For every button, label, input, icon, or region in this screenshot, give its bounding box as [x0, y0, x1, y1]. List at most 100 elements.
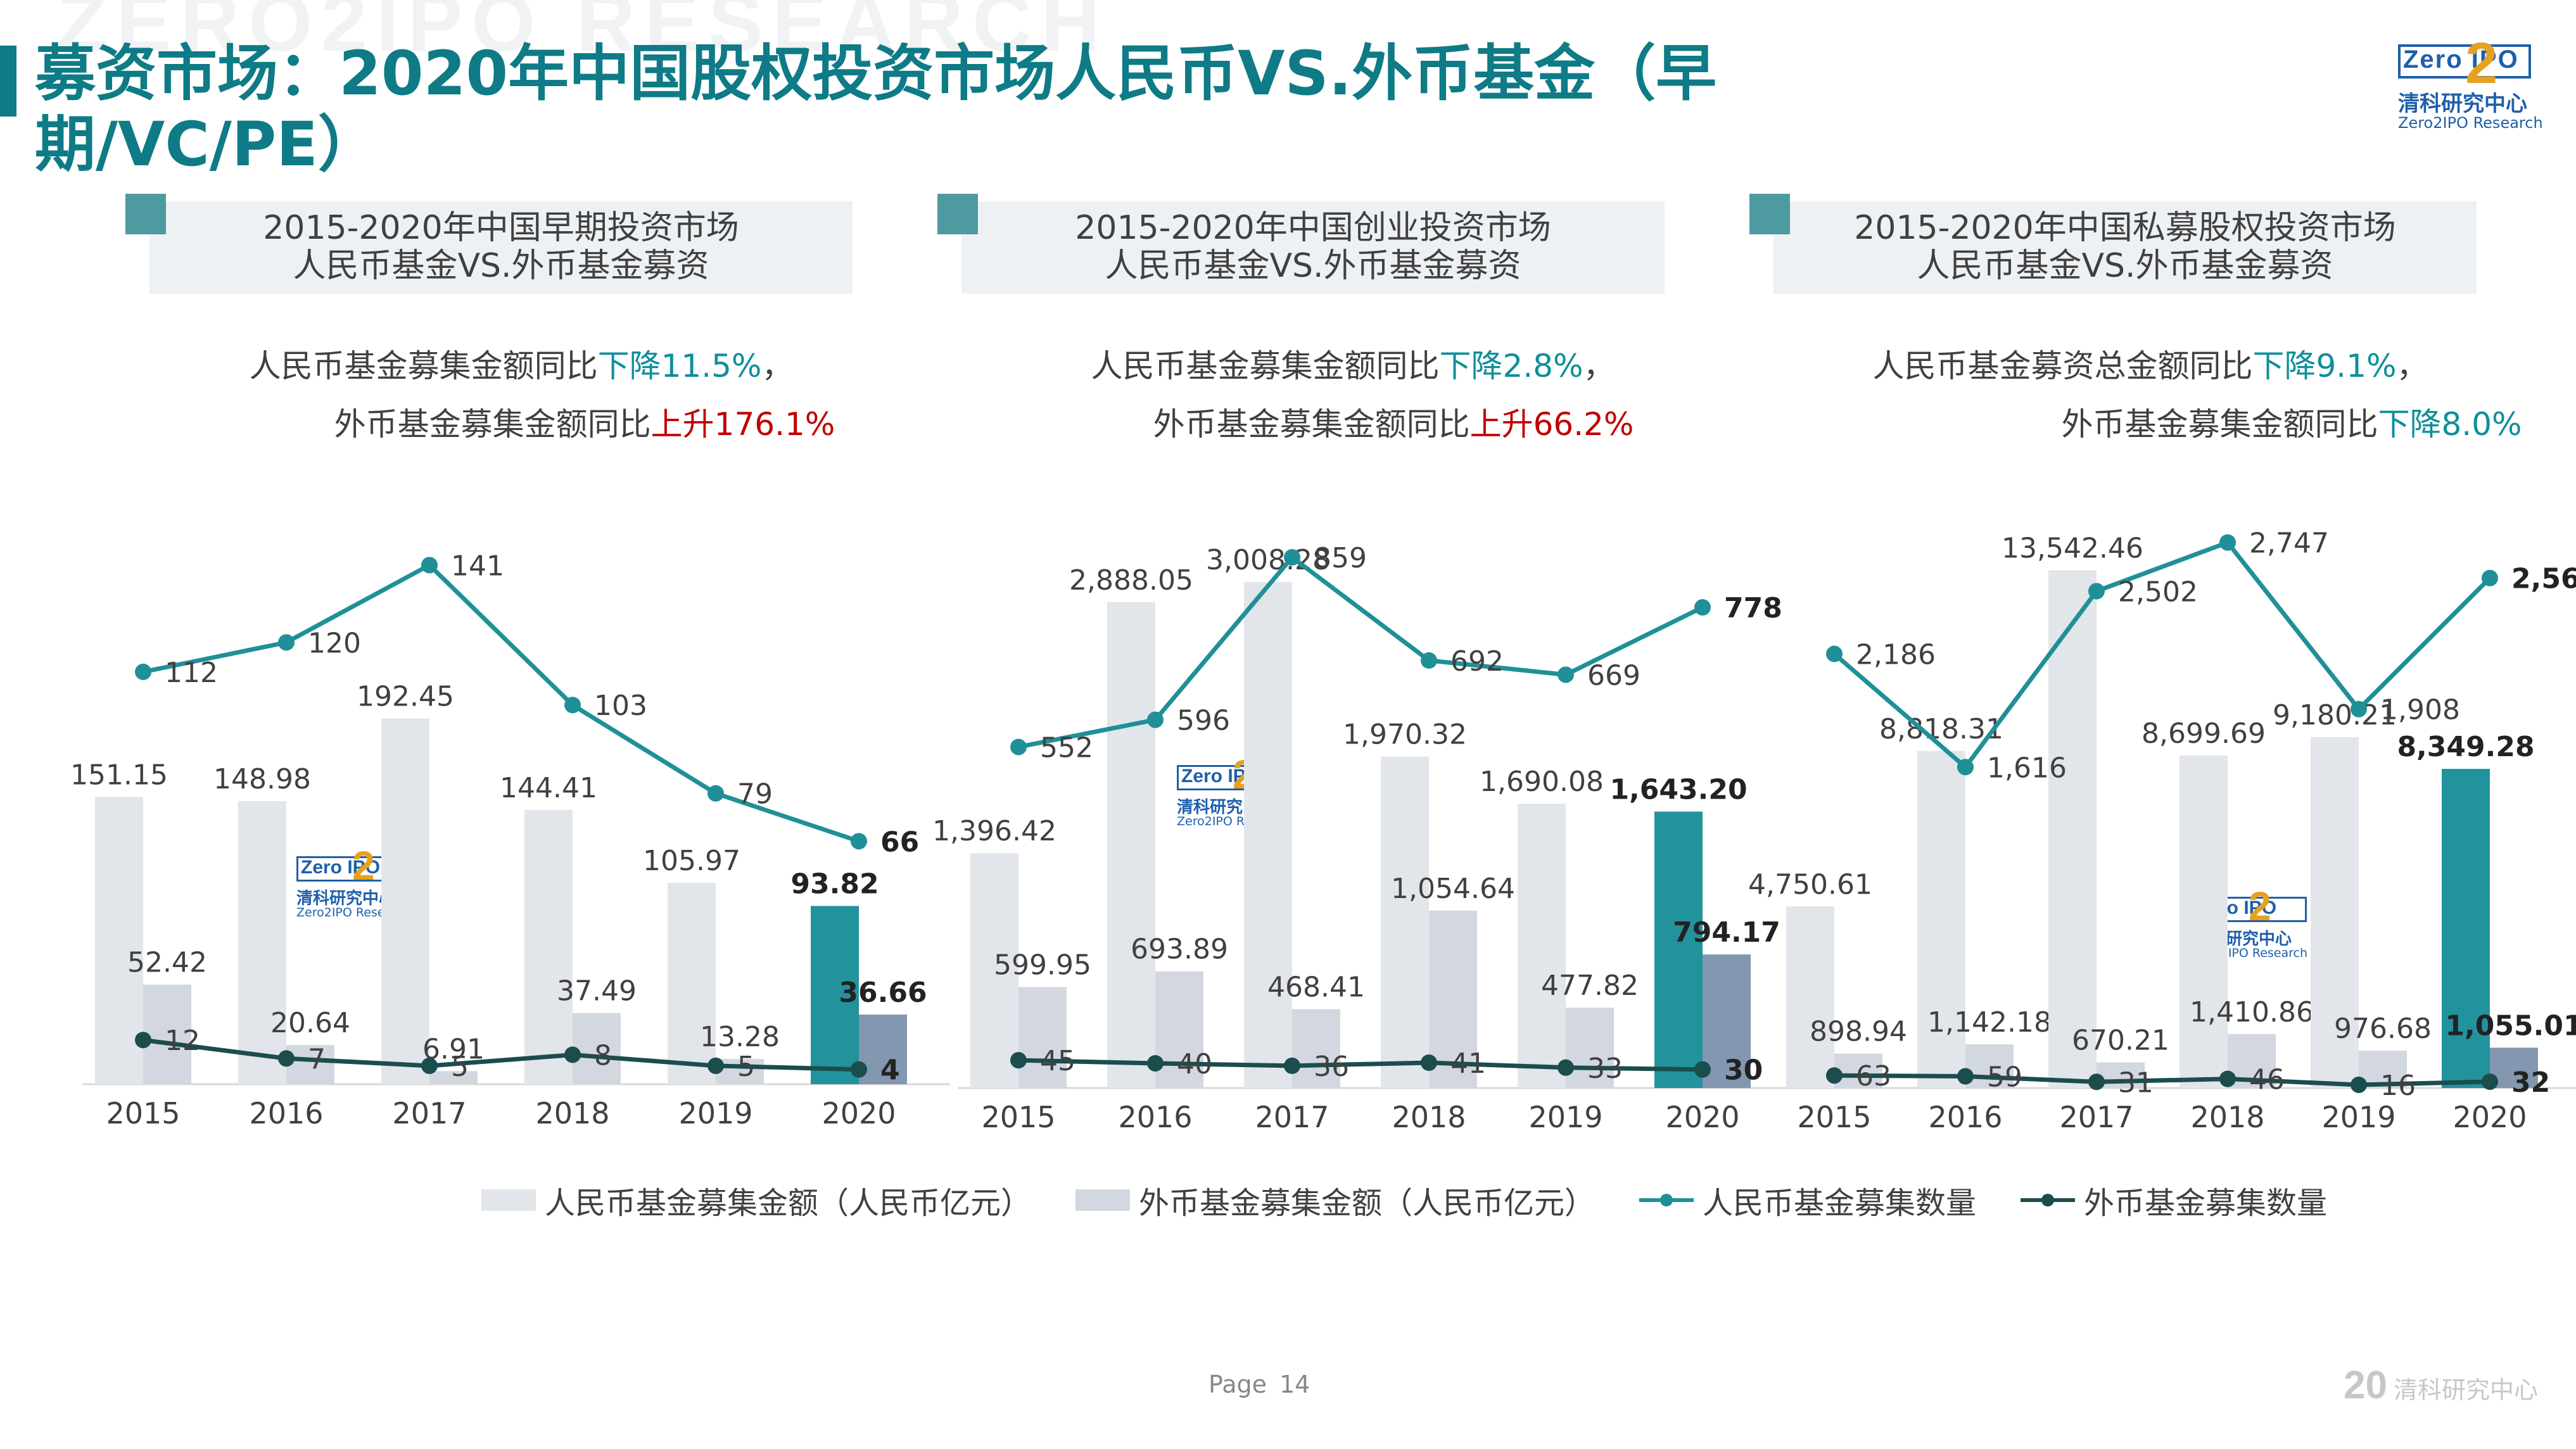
x-tick-label: 2020 — [822, 1096, 896, 1130]
panel-note-2: 外币基金募集金额同比上升66.2% — [982, 405, 1805, 443]
note-change-up: 上升176.1% — [650, 406, 835, 443]
point-fx-count — [2351, 1076, 2367, 1093]
bar-rmb-amount — [1518, 804, 1566, 1088]
point-rmb-count — [278, 634, 295, 651]
panel-header-pe: 2015-2020年中国私募股权投资市场 人民币基金VS.外币基金募资 — [1749, 194, 2477, 294]
label-rmb-amount: 1,970.32 — [1343, 719, 1467, 751]
panel-note-1: 人民币基金募资总金额同比下降9.1%， — [1739, 347, 2562, 385]
point-rmb-count — [1826, 645, 1843, 662]
bar-rmb-amount — [1107, 602, 1155, 1088]
point-rmb-count — [1284, 548, 1300, 566]
panel-note-1: 人民币基金募集金额同比下降11.5%， — [110, 347, 933, 385]
note-change-up: 上升66.2% — [1469, 406, 1634, 443]
bar-fx-amount — [286, 1045, 334, 1084]
label-rmb-count: 1,616 — [1987, 752, 2067, 784]
brand-anniversary-mark: 20 — [2344, 1364, 2387, 1407]
x-tick-label: 2018 — [2190, 1100, 2264, 1134]
label-fx-count: 63 — [1856, 1060, 1891, 1092]
logo-box-text: Zero IPO — [2403, 46, 2519, 73]
label-fx-amount: 52.42 — [127, 947, 207, 979]
x-tick-label: 2018 — [1392, 1100, 1466, 1134]
point-rmb-count — [2351, 700, 2367, 718]
bar-rmb-amount — [95, 797, 143, 1084]
note-text: ， — [1583, 348, 1615, 384]
panel-header-vc: 2015-2020年中国创业投资市场 人民币基金VS.外币基金募资 — [937, 194, 1665, 294]
x-tick-label: 2020 — [2452, 1100, 2527, 1134]
x-tick-label: 2015 — [981, 1100, 1055, 1134]
page-title: 募资市场：2020年中国股权投资市场人民币VS.外币基金（早期/VC/PE） — [35, 38, 1717, 180]
note-change-down: 下降2.8% — [1439, 348, 1583, 384]
label-fx-amount: 794.17 — [1673, 916, 1780, 949]
label-rmb-count: 103 — [594, 690, 647, 722]
panel-title-line2: 人民币基金VS.外币基金募资 — [293, 247, 709, 285]
label-rmb-count: 692 — [1450, 645, 1504, 678]
point-rmb-count — [1421, 652, 1437, 669]
bar-fx-amount — [716, 1059, 764, 1084]
chart-legend: 人民币基金募集金额（人民币亿元） 外币基金募集金额（人民币亿元） 人民币基金募集… — [481, 1178, 2327, 1222]
point-rmb-count — [1694, 599, 1711, 616]
title-accent-bar — [0, 46, 16, 117]
bar-fx-amount — [143, 984, 191, 1084]
label-fx-amount: 1,054.64 — [1391, 873, 1515, 905]
legend-swatch-fx-amount — [1075, 1189, 1131, 1211]
note-text: ， — [2396, 348, 2428, 384]
label-rmb-amount: 93.82 — [790, 868, 879, 901]
bar-fx-amount — [1429, 910, 1477, 1088]
point-fx-count — [421, 1057, 438, 1074]
label-rmb-count: 2,747 — [2249, 528, 2329, 560]
label-fx-amount: 36.66 — [839, 977, 927, 1009]
note-text: 外币基金募集金额同比 — [2061, 406, 2378, 443]
label-fx-count: 40 — [1177, 1048, 1212, 1080]
label-fx-count: 30 — [1724, 1054, 1763, 1087]
point-fx-count — [707, 1057, 724, 1074]
label-rmb-count: 552 — [1040, 731, 1093, 764]
label-rmb-count: 2,568 — [2511, 563, 2576, 595]
label-rmb-count: 2,186 — [1856, 639, 1936, 671]
panel-header-marker — [937, 194, 978, 234]
panel-note-2: 外币基金募集金额同比下降8.0% — [1880, 405, 2576, 443]
point-fx-count — [564, 1046, 581, 1063]
label-rmb-count: 112 — [165, 657, 218, 689]
label-rmb-count: 66 — [880, 826, 919, 858]
legend-label: 外币基金募集金额（人民币亿元） — [1139, 1186, 1596, 1221]
point-rmb-count — [2482, 569, 2498, 586]
panel-title: 2015-2020年中国私募股权投资市场 人民币基金VS.外币基金募资 — [1773, 209, 2477, 285]
bar-fx-amount — [1292, 1009, 1340, 1088]
point-fx-count — [1957, 1068, 1974, 1085]
bar-fx-amount — [429, 1071, 478, 1084]
point-fx-count — [2482, 1073, 2498, 1090]
label-fx-amount: 693.89 — [1131, 933, 1228, 966]
label-fx-amount: 13.28 — [700, 1021, 780, 1053]
logo-accent-digit: 2 — [2465, 31, 2498, 96]
x-tick-label: 2019 — [2321, 1100, 2395, 1134]
point-rmb-count — [2219, 534, 2236, 551]
panel-title-line1: 2015-2020年中国私募股权投资市场 — [1854, 209, 2396, 247]
point-rmb-count — [1147, 711, 1164, 728]
point-rmb-count — [2088, 583, 2105, 600]
legend-line-rmb-count — [1639, 1194, 1694, 1206]
label-rmb-count: 141 — [451, 550, 504, 582]
legend-swatch-rmb-amount — [481, 1189, 536, 1211]
point-rmb-count — [1957, 759, 1974, 776]
point-fx-count — [1826, 1067, 1843, 1084]
panel-header-marker — [1749, 194, 1790, 234]
label-rmb-amount: 8,349.28 — [2397, 731, 2534, 763]
bar-rmb-amount — [2179, 755, 2228, 1088]
line-rmb-count — [1018, 554, 1704, 749]
label-fx-amount: 599.95 — [994, 949, 1091, 982]
point-rmb-count — [707, 785, 724, 802]
x-tick-label: 2017 — [2059, 1100, 2133, 1134]
bar-fx-amount — [573, 1013, 621, 1084]
footer-brand: 20 清科研究中心 — [2344, 1363, 2538, 1408]
legend-label: 人民币基金募集数量 — [1703, 1186, 1977, 1221]
label-fx-count: 8 — [594, 1039, 612, 1072]
point-fx-count — [1284, 1057, 1300, 1074]
label-fx-count: 5 — [451, 1051, 469, 1083]
logo-name-cn: 清科研究中心 — [2398, 91, 2527, 117]
x-tick-label: 2017 — [1255, 1100, 1329, 1134]
note-change-down: 下降8.0% — [2378, 406, 2522, 443]
label-fx-amount: 37.49 — [557, 975, 637, 1008]
label-fx-count: 45 — [1040, 1045, 1075, 1077]
bar-rmb-amount — [1381, 756, 1429, 1088]
bar-rmb-amount — [970, 853, 1018, 1088]
